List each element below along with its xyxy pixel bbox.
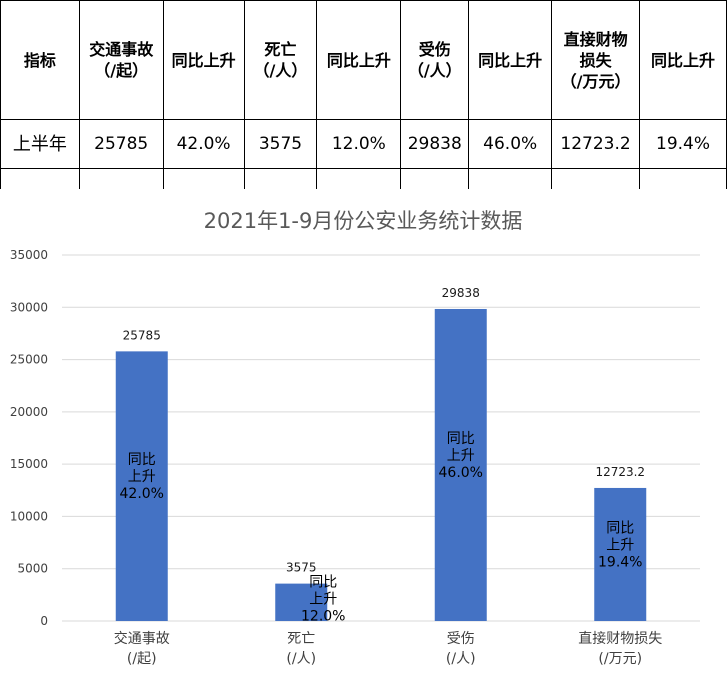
- bar: [594, 487, 647, 621]
- header-cell: 同比上升: [162, 0, 245, 120]
- y-tick-label: 35000: [10, 248, 48, 262]
- header-cell: 交通事故 （/起）: [78, 0, 164, 120]
- x-tick-label: 直接财物损失: [578, 630, 662, 647]
- y-tick-label: 0: [40, 614, 48, 628]
- chart-title: 2021年1-9月份公安业务统计数据: [204, 209, 523, 233]
- x-tick-label: (/万元): [598, 651, 642, 667]
- data-label: 3575: [286, 561, 317, 575]
- x-tick-label: 交通事故: [114, 630, 170, 647]
- table-cell: 12.0%: [316, 119, 402, 169]
- bar-annotation: 上升: [309, 592, 337, 608]
- x-tick-label: (/起): [127, 651, 157, 667]
- header-cell: 受伤 （/人）: [400, 0, 470, 120]
- bar-annotation: 同比: [447, 431, 475, 447]
- stats-table: 指标 交通事故 （/起） 同比上升 死亡 （/人） 同比上升 受伤 （/人） 同…: [0, 0, 727, 189]
- table-cell: 3575: [243, 119, 318, 169]
- bar-annotation: 上升: [447, 448, 475, 464]
- table-row: 上半年 25785 42.0% 3575 12.0% 29838 46.0% 1…: [0, 119, 727, 169]
- y-tick-label: 25000: [10, 353, 48, 367]
- bar-annotation: 同比: [309, 575, 337, 591]
- bar-annotation: 46.0%: [439, 465, 483, 481]
- bar: [115, 351, 168, 621]
- bar-annotation: 同比: [606, 520, 634, 536]
- header-cell: 同比上升: [316, 0, 402, 120]
- table-spacer-row: [0, 168, 727, 189]
- y-tick-label: 15000: [10, 457, 48, 471]
- table-cell: 12723.2: [551, 119, 641, 169]
- bar-annotation: 12.0%: [301, 609, 345, 625]
- bar-annotation: 42.0%: [120, 486, 164, 502]
- bar-annotation: 19.4%: [598, 554, 642, 570]
- bar-annotation: 上升: [606, 537, 634, 553]
- table-cell: 19.4%: [639, 119, 727, 169]
- y-tick-label: 5000: [17, 562, 48, 576]
- table-cell: 46.0%: [468, 119, 553, 169]
- x-tick-label: 受伤: [447, 631, 475, 647]
- table-header-row: 指标 交通事故 （/起） 同比上升 死亡 （/人） 同比上升 受伤 （/人） 同…: [0, 0, 727, 120]
- data-label: 12723.2: [595, 465, 645, 479]
- y-tick-label: 30000: [10, 300, 48, 314]
- header-cell: 指标: [0, 0, 80, 120]
- y-tick-label: 10000: [10, 509, 48, 523]
- header-cell: 直接财物 损失 （/万元）: [551, 0, 641, 120]
- bar: [275, 583, 328, 621]
- table-cell: 上半年: [0, 119, 80, 169]
- bar-annotation: 上升: [128, 469, 156, 485]
- table-cell: 42.0%: [162, 119, 245, 169]
- y-tick-label: 20000: [10, 405, 48, 419]
- x-tick-label: 死亡: [287, 631, 315, 647]
- table-cell: 29838: [400, 119, 470, 169]
- x-tick-label: (/人): [286, 651, 316, 667]
- bar-annotation: 同比: [128, 452, 156, 468]
- header-cell: 死亡 （/人）: [243, 0, 318, 120]
- bar-chart: 2021年1-9月份公安业务统计数据 0 5000 10000 15000 20000 2…: [10, 209, 700, 667]
- table-cell: 25785: [78, 119, 164, 169]
- data-label: 29838: [442, 286, 480, 300]
- header-cell: 同比上升: [639, 0, 727, 120]
- data-label: 25785: [123, 328, 161, 342]
- header-cell: 同比上升: [468, 0, 553, 120]
- bar: [434, 308, 487, 621]
- x-tick-label: (/人): [446, 651, 476, 667]
